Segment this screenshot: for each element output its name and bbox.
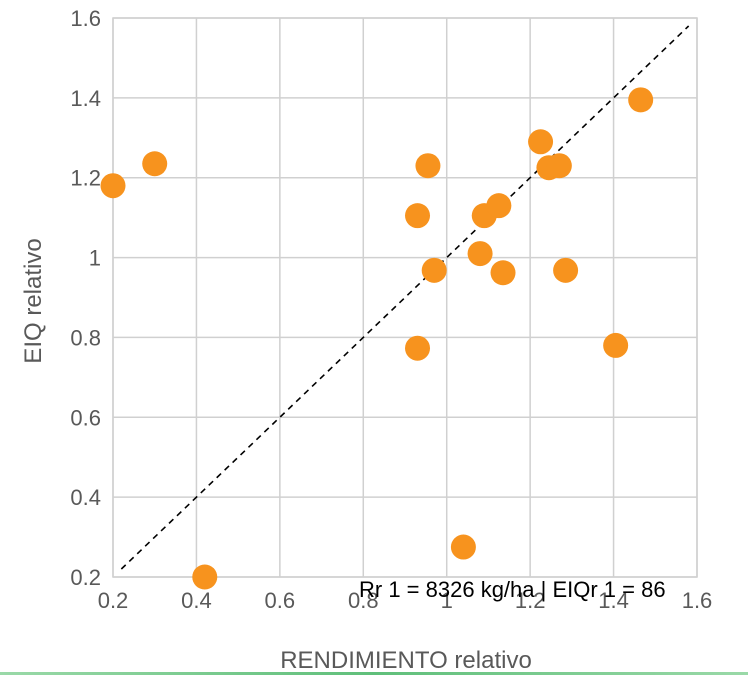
x-axis-title: RENDIMIENTO relativo [280,647,532,672]
bottom-divider [0,672,748,675]
x-tick-label: 0.8 [348,588,379,613]
data-point [603,332,629,358]
x-tick-label: 1 [441,588,453,613]
data-point [405,203,431,229]
x-tick-labels: 0.2 0.4 0.6 0.8 1 1.2 1.4 1.6 [98,588,713,613]
reference-diagonal-line [120,25,690,570]
data-point [628,87,654,113]
y-tick-label: 0.4 [70,485,101,510]
data-point [142,151,168,177]
y-tick-label: 1.2 [70,166,101,191]
data-point [486,193,512,219]
data-point [528,129,554,155]
y-tick-label: 0.2 [70,565,101,590]
grid-lines [112,17,698,578]
x-tick-label: 0.2 [98,588,129,613]
y-tick-label: 0.6 [70,405,101,430]
y-tick-label: 1 [89,246,101,271]
plot-frame [112,17,698,578]
data-point [450,534,476,560]
data-point [100,173,126,199]
data-point [405,335,431,361]
y-tick-labels: 0.2 0.4 0.6 0.8 1 1.2 1.4 1.6 [70,6,101,590]
y-tick-label: 1.6 [70,6,101,31]
x-tick-label: 1.2 [515,588,546,613]
data-point [490,260,516,286]
x-tick-label: 0.6 [265,588,296,613]
x-tick-label: 1.6 [682,588,713,613]
y-tick-label: 1.4 [70,86,101,111]
data-point [421,257,447,283]
data-point [415,153,441,179]
data-point [546,153,572,179]
x-tick-label: 0.4 [181,588,212,613]
y-tick-label: 0.8 [70,325,101,350]
data-points [100,87,654,590]
y-axis-title: EIQ relativo [20,238,47,363]
data-point [553,257,579,283]
data-point [192,564,218,590]
x-tick-label: 1.4 [598,588,629,613]
data-point [467,241,493,267]
annotation-text: Rr 1 = 8326 kg/ha | EIQr 1 = 86 [359,577,666,602]
